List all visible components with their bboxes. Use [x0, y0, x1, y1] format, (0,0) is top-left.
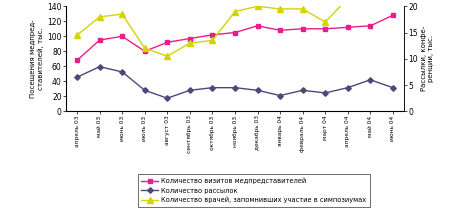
Y-axis label: Посещения медпред-
ставителей, тыс.: Посещения медпред- ставителей, тыс. [30, 20, 44, 98]
Legend: Количество визитов медпредставителей, Количество рассылок, Количество врачей, за: Количество визитов медпредставителей, Ко… [138, 174, 370, 207]
Y-axis label: Рассылки, конфе-
ренции, тыс.: Рассылки, конфе- ренции, тыс. [421, 26, 434, 91]
